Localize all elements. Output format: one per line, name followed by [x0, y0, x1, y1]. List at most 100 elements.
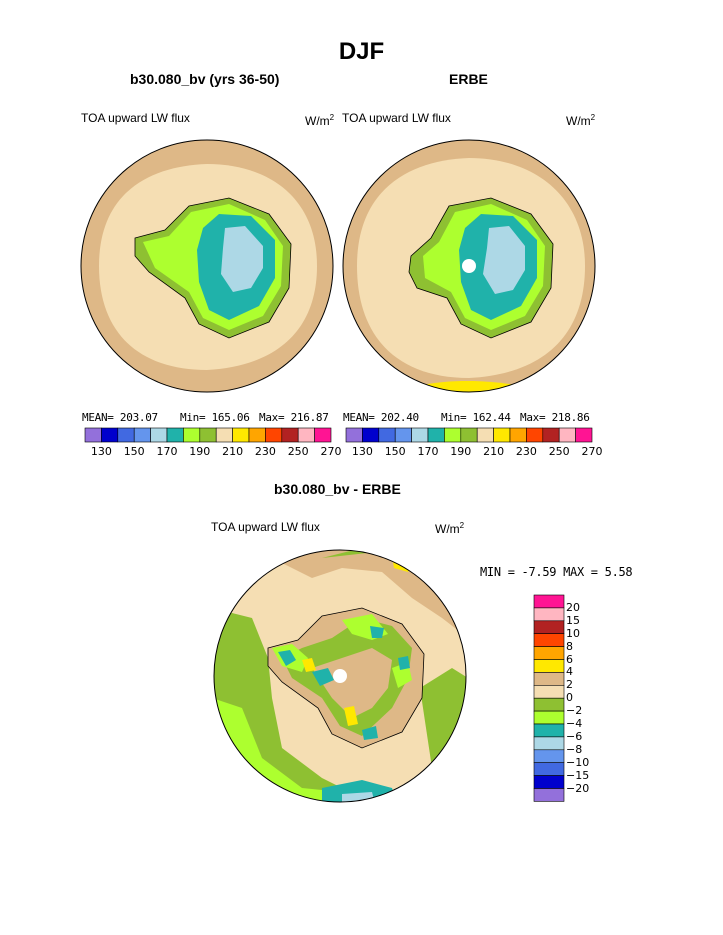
- colorbar-box: [101, 427, 119, 443]
- panel1-map: [80, 139, 334, 393]
- panel1-colorbar: [84, 427, 332, 443]
- colorbar-box: [248, 427, 266, 443]
- colorbar-tick-label: 130: [351, 445, 373, 458]
- panel3-subtitle: TOA upward LW flux: [211, 520, 320, 534]
- panel3-title: b30.080_bv - ERBE: [274, 481, 401, 497]
- colorbar-tick-label: 210: [483, 445, 505, 458]
- colorbar-box: [542, 427, 560, 443]
- colorbar-box: [533, 672, 565, 686]
- colorbar-tick-label: 6: [566, 652, 573, 666]
- panel1-mean: MEAN= 203.07: [82, 411, 158, 424]
- colorbar-box: [533, 736, 565, 751]
- colorbar-box: [533, 723, 565, 738]
- panel2-min: Min= 162.44: [441, 411, 511, 424]
- colorbar-tick-label: −2: [566, 704, 583, 718]
- colorbar-tick-label: −10: [566, 755, 590, 769]
- colorbar-tick-label: 150: [384, 445, 406, 458]
- colorbar-box: [493, 427, 511, 443]
- colorbar-box: [166, 427, 184, 443]
- colorbar-tick-label: −20: [566, 781, 590, 795]
- colorbar-box: [183, 427, 201, 443]
- map1-outline: [80, 139, 334, 393]
- colorbar-box: [281, 427, 299, 443]
- page-title: DJF: [338, 38, 385, 65]
- colorbar-box: [378, 427, 396, 443]
- colorbar-box: [533, 594, 565, 609]
- map3-inner-tan: [312, 648, 392, 718]
- colorbar-tick-label: 230: [515, 445, 537, 458]
- panel2-map: [342, 139, 596, 393]
- colorbar-box: [476, 427, 494, 443]
- map2-coast: [408, 197, 554, 339]
- colorbar-box: [533, 749, 565, 764]
- map3-coast: [267, 607, 425, 749]
- colorbar-box: [265, 427, 283, 443]
- panel2-units: W/m2: [566, 113, 596, 128]
- colorbar-tick-label: 270: [581, 445, 603, 458]
- colorbar-tick-label: 190: [189, 445, 211, 458]
- colorbar-tick-label: −6: [566, 729, 583, 743]
- colorbar-box: [526, 427, 544, 443]
- colorbar-tick-label: 230: [254, 445, 276, 458]
- colorbar-tick-label: 2: [566, 678, 573, 692]
- colorbar-box: [150, 427, 168, 443]
- map2-outline: [342, 139, 596, 393]
- colorbar-box: [411, 427, 429, 443]
- panel1-max: Max= 216.87: [259, 411, 329, 424]
- colorbar-box: [533, 762, 565, 776]
- panel3-units: W/m2: [435, 521, 465, 536]
- colorbar-box: [84, 427, 102, 443]
- map3-yellow-patches: [302, 658, 358, 726]
- map2-level-160: [483, 226, 525, 294]
- panel1-units: W/m2: [305, 113, 335, 128]
- colorbar-box: [533, 659, 565, 673]
- colorbar-box: [533, 620, 565, 634]
- colorbar-box: [199, 427, 217, 443]
- panel2-subtitle: TOA upward LW flux: [342, 111, 451, 125]
- colorbar-tick-label: −8: [566, 742, 583, 756]
- colorbar-tick-label: 10: [566, 626, 580, 640]
- colorbar-tick-label: 170: [417, 445, 439, 458]
- map1-level-160: [221, 226, 263, 292]
- colorbar-box: [232, 427, 250, 443]
- colorbar-box: [533, 697, 565, 712]
- colorbar-tick-label: 170: [156, 445, 178, 458]
- map3-outline: [213, 549, 467, 803]
- panel2-max: Max= 218.86: [520, 411, 590, 424]
- panel3-minmax: MIN = -7.59 MAX = 5.58: [480, 565, 633, 579]
- panel2-title: ERBE: [449, 71, 488, 87]
- colorbar-box: [215, 427, 233, 443]
- colorbar-tick-label: −15: [566, 768, 590, 782]
- colorbar-tick-label: 270: [320, 445, 342, 458]
- panel2-colorbar: [345, 427, 593, 443]
- map2-pole-hole: [462, 259, 476, 273]
- colorbar-box: [427, 427, 445, 443]
- panel3-map: [213, 549, 467, 803]
- colorbar-box: [533, 633, 565, 647]
- colorbar-box: [394, 427, 412, 443]
- colorbar-tick-label: 8: [566, 639, 573, 653]
- colorbar-tick-label: 150: [123, 445, 145, 458]
- colorbar-box: [575, 427, 593, 443]
- colorbar-tick-label: −4: [566, 717, 583, 730]
- colorbar-box: [533, 685, 565, 699]
- colorbar-box: [460, 427, 478, 443]
- panel2-mean: MEAN= 202.40: [343, 411, 419, 424]
- colorbar-tick-label: 20: [566, 600, 580, 614]
- colorbar-tick-label: 130: [90, 445, 112, 458]
- colorbar-tick-label: 250: [548, 445, 570, 458]
- colorbar-box: [533, 607, 565, 622]
- colorbar-box: [314, 427, 332, 443]
- panel1-subtitle: TOA upward LW flux: [81, 111, 190, 125]
- colorbar-box: [558, 427, 576, 443]
- colorbar-box: [362, 427, 380, 443]
- colorbar-box: [533, 788, 565, 802]
- colorbar-tick-label: 250: [287, 445, 309, 458]
- colorbar-tick-label: 15: [566, 613, 580, 627]
- colorbar-box: [297, 427, 315, 443]
- colorbar-tick-label: 4: [566, 665, 573, 679]
- colorbar-box: [133, 427, 151, 443]
- colorbar-box: [533, 646, 565, 660]
- colorbar-box: [509, 427, 527, 443]
- map2-yellow-band: [401, 381, 541, 392]
